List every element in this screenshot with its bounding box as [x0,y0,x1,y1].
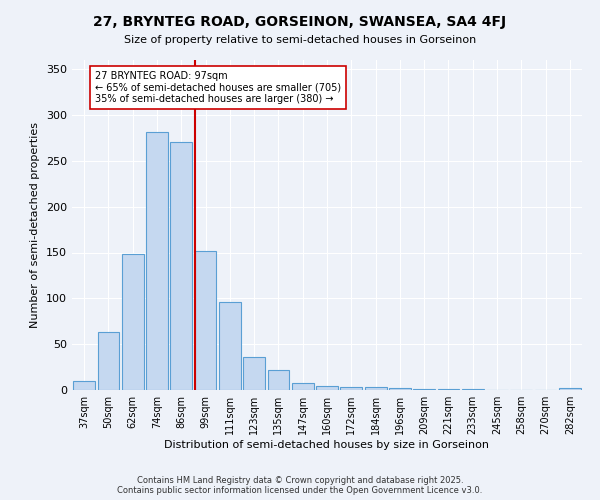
Bar [413,389,435,390]
Text: 27, BRYNTEG ROAD, GORSEINON, SWANSEA, SA4 4FJ: 27, BRYNTEG ROAD, GORSEINON, SWANSEA, SA… [94,15,506,29]
Y-axis label: Number of semi-detached properties: Number of semi-detached properties [31,122,40,328]
Bar [194,250,217,390]
Text: Size of property relative to semi-detached houses in Gorseinon: Size of property relative to semi-detach… [124,35,476,45]
Bar [389,388,411,390]
Bar [292,382,314,390]
Bar [170,142,192,390]
Bar [122,254,143,390]
Bar [268,370,289,390]
Bar [437,389,460,390]
X-axis label: Distribution of semi-detached houses by size in Gorseinon: Distribution of semi-detached houses by … [164,440,490,450]
Bar [219,302,241,390]
Bar [340,387,362,390]
Bar [243,357,265,390]
Text: Contains HM Land Registry data © Crown copyright and database right 2025.
Contai: Contains HM Land Registry data © Crown c… [118,476,482,495]
Bar [146,132,168,390]
Bar [316,386,338,390]
Bar [365,387,386,390]
Text: 27 BRYNTEG ROAD: 97sqm
← 65% of semi-detached houses are smaller (705)
35% of se: 27 BRYNTEG ROAD: 97sqm ← 65% of semi-det… [95,71,341,104]
Bar [559,388,581,390]
Bar [97,332,119,390]
Bar [462,389,484,390]
Bar [73,381,95,390]
